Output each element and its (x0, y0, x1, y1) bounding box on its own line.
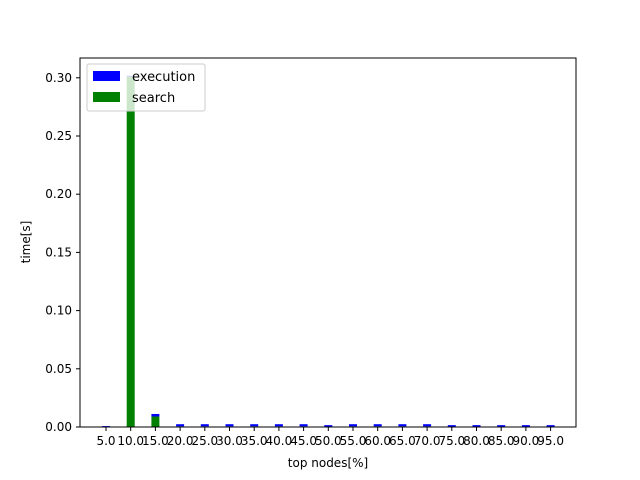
bar-execution-35.0 (250, 424, 259, 427)
y-tick-label: 0.05 (45, 362, 72, 376)
x-tick-label: 40.0 (266, 434, 293, 448)
bar-execution-30.0 (225, 424, 234, 427)
y-tick-label: 0.30 (45, 71, 72, 85)
x-axis-label: top nodes[%] (288, 456, 368, 470)
y-axis-label: time[s] (19, 221, 33, 264)
bar-execution-70.0 (423, 424, 432, 427)
axes-frame (79, 57, 577, 428)
x-tick-label: 10.0 (117, 434, 144, 448)
y-tick-label: 0.25 (45, 129, 72, 143)
x-tick-label: 25.0 (191, 434, 218, 448)
bar-execution-65.0 (398, 424, 407, 427)
x-tick-label: 5.0 (96, 434, 115, 448)
x-axis: 5.0 10.015.020.025.030.035.040.045.050.05… (96, 427, 564, 448)
bar-execution-20.0 (176, 424, 185, 427)
bar-execution-50.0 (324, 425, 333, 427)
x-tick-label: 20.0 (167, 434, 194, 448)
bar-execution-75.0 (447, 425, 456, 427)
bar-execution-60.0 (373, 424, 382, 427)
bar-execution-80.0 (472, 425, 481, 427)
x-tick-label: 95.0 (537, 434, 564, 448)
x-tick-label: 30.0 (216, 434, 243, 448)
legend-label-search: search (132, 91, 175, 106)
x-tick-label: 65.0 (389, 434, 416, 448)
y-tick-label: 0.00 (45, 420, 72, 434)
bar-execution-40.0 (274, 424, 283, 427)
bar-execution-90.0 (521, 425, 530, 427)
bar-execution-5.0 (102, 426, 110, 427)
bar-execution-55.0 (349, 424, 357, 427)
bar-search-10.0 (126, 76, 135, 427)
bar-execution-25.0 (200, 424, 209, 427)
x-tick-label: 60.0 (364, 434, 391, 448)
bar-execution-85.0 (497, 425, 506, 427)
y-tick-label: 0.15 (45, 245, 72, 259)
x-tick-label: 45.0 (290, 434, 317, 448)
x-tick-label: 15.0 (142, 434, 169, 448)
bar-search-15.0 (151, 416, 160, 427)
bar-execution-15.0 (151, 413, 160, 417)
x-tick-label: 50.0 (315, 434, 342, 448)
x-tick-label: 85.0 (488, 434, 515, 448)
legend-swatch-execution (93, 71, 120, 81)
bar-execution-45.0 (299, 424, 308, 427)
legend: execution search (86, 63, 206, 112)
y-tick-label: 0.10 (45, 304, 72, 318)
bar-execution-95.0 (546, 425, 555, 427)
bars-group (102, 75, 555, 427)
legend-label-execution: execution (132, 70, 195, 85)
legend-swatch-search (93, 92, 120, 102)
y-tick-label: 0.20 (45, 187, 72, 201)
x-tick-label: 75.0 (438, 434, 465, 448)
x-tick-label: 55.0 (340, 434, 367, 448)
x-tick-label: 35.0 (241, 434, 268, 448)
x-tick-label: 80.0 (463, 434, 490, 448)
x-tick-label: 90.0 (513, 434, 540, 448)
y-axis: 0.00 0.05 0.10 0.15 0.20 0.25 0.30 (45, 71, 80, 434)
x-tick-label: 70.0 (414, 434, 441, 448)
